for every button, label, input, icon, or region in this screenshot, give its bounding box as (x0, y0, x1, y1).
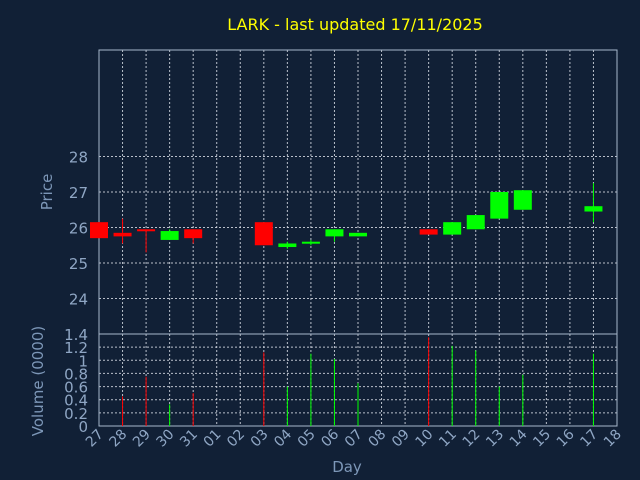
candle-body (584, 206, 603, 212)
volume-tick-label: 0.2 (64, 405, 88, 423)
candle (584, 183, 603, 223)
candle-body (278, 243, 297, 248)
x-axis-label: Day (332, 458, 362, 476)
volume-tick-label: 1 (78, 352, 88, 370)
price-tick-label: 28 (69, 149, 88, 167)
candle-body (254, 222, 273, 246)
candle (184, 229, 203, 244)
price-tick-label: 25 (69, 255, 88, 273)
candle-body (90, 222, 108, 239)
candle-body (419, 229, 438, 235)
candle-body (490, 192, 509, 219)
volume-tick-label: 1.4 (64, 326, 88, 344)
candle (254, 222, 273, 246)
candle-body (466, 215, 485, 230)
candle-body (137, 229, 156, 232)
candle (160, 229, 179, 240)
candle-body (325, 229, 344, 237)
candle-body (301, 241, 320, 244)
candle (419, 229, 438, 235)
candle (137, 229, 156, 253)
volume-tick-label: 0.6 (64, 379, 88, 397)
volume-tick-label: 0.8 (64, 365, 88, 383)
candle (490, 192, 509, 219)
candle (325, 229, 344, 242)
candle (90, 222, 108, 239)
candle-body (513, 190, 532, 210)
candle-body (443, 222, 462, 235)
candle-body (160, 231, 179, 240)
price-tick-label: 27 (69, 184, 88, 202)
chart-title: LARK - last updated 17/11/2025 (227, 15, 483, 34)
candle (466, 215, 485, 230)
candle-body (349, 232, 367, 237)
candle-body (184, 229, 203, 239)
price-tick-label: 26 (69, 220, 88, 238)
candle (513, 190, 532, 210)
candle (443, 222, 462, 235)
candle (113, 218, 132, 244)
candle (278, 241, 297, 249)
candle (301, 239, 320, 246)
candle (349, 232, 367, 237)
price-tick-label: 24 (69, 291, 88, 309)
price-axis-label: Price (38, 174, 56, 211)
volume-tick-label: 1.2 (64, 339, 88, 357)
volume-axis-label: Volume (0000) (29, 326, 47, 436)
price-panel: 24 25 26 27 28 (69, 49, 618, 335)
volume-tick-label: 0.4 (64, 392, 88, 410)
volume-tick-label: 0 (78, 418, 88, 436)
candle-body (113, 232, 132, 237)
